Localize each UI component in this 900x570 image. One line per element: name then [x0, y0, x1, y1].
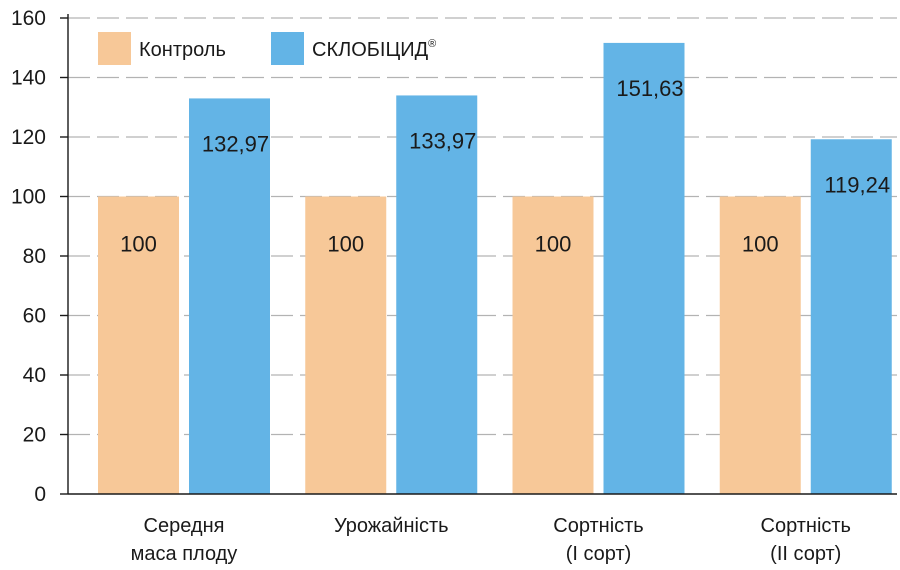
- legend-swatch: [98, 32, 131, 65]
- legend-swatch: [271, 32, 304, 65]
- bar: [810, 139, 892, 495]
- x-category-label: Сортність: [761, 515, 851, 537]
- y-tick-label: 0: [34, 483, 46, 506]
- bars: [98, 42, 892, 495]
- bar: [305, 196, 387, 494]
- y-axis-ticks: 0 20 40 60 80 100 120 140 160: [11, 7, 46, 506]
- bar: [396, 95, 478, 495]
- legend-label: Контроль: [139, 39, 226, 61]
- legend-trademark: ®: [428, 38, 436, 50]
- y-tick-label: 100: [11, 186, 46, 209]
- bar: [98, 196, 179, 494]
- data-label: 100: [535, 232, 572, 257]
- data-label: 119,24: [824, 172, 890, 197]
- y-tick-label: 120: [11, 126, 46, 149]
- y-tick-label: 140: [11, 67, 46, 90]
- bar: [603, 42, 685, 494]
- bar: [189, 98, 270, 495]
- axes: [60, 14, 897, 495]
- x-category-label: Сортність: [553, 515, 643, 537]
- y-tick-label: 80: [23, 245, 46, 268]
- y-tick-label: 160: [11, 7, 46, 30]
- y-tick-label: 60: [23, 305, 46, 328]
- x-category-label: маса плоду: [131, 543, 238, 565]
- x-category-label: Середня: [144, 515, 225, 537]
- gridlines: [68, 17, 897, 436]
- x-category-label: (І сорт): [566, 543, 632, 565]
- data-label: 100: [327, 232, 364, 257]
- data-labels: 100 132,97 100 133,97 100 151,63 100 119,24: [120, 76, 890, 257]
- data-label: 100: [120, 232, 157, 257]
- x-axis-categories: Середня маса плоду Урожайність Сортність (І …: [131, 515, 851, 565]
- bar: [512, 196, 594, 494]
- data-label: 132,97: [202, 131, 269, 156]
- x-category-label: (ІІ сорт): [770, 543, 841, 565]
- legend: Контроль СКЛОБІЦИД®: [98, 32, 436, 65]
- y-tick-label: 40: [23, 364, 46, 387]
- data-label: 100: [742, 232, 779, 257]
- bar: [719, 196, 801, 494]
- y-tick-label: 20: [23, 424, 46, 447]
- legend-label: СКЛОБІЦИД®: [312, 38, 436, 61]
- data-label: 133,97: [409, 128, 476, 153]
- x-category-label: Урожайність: [334, 515, 449, 537]
- data-label: 151,63: [616, 76, 683, 101]
